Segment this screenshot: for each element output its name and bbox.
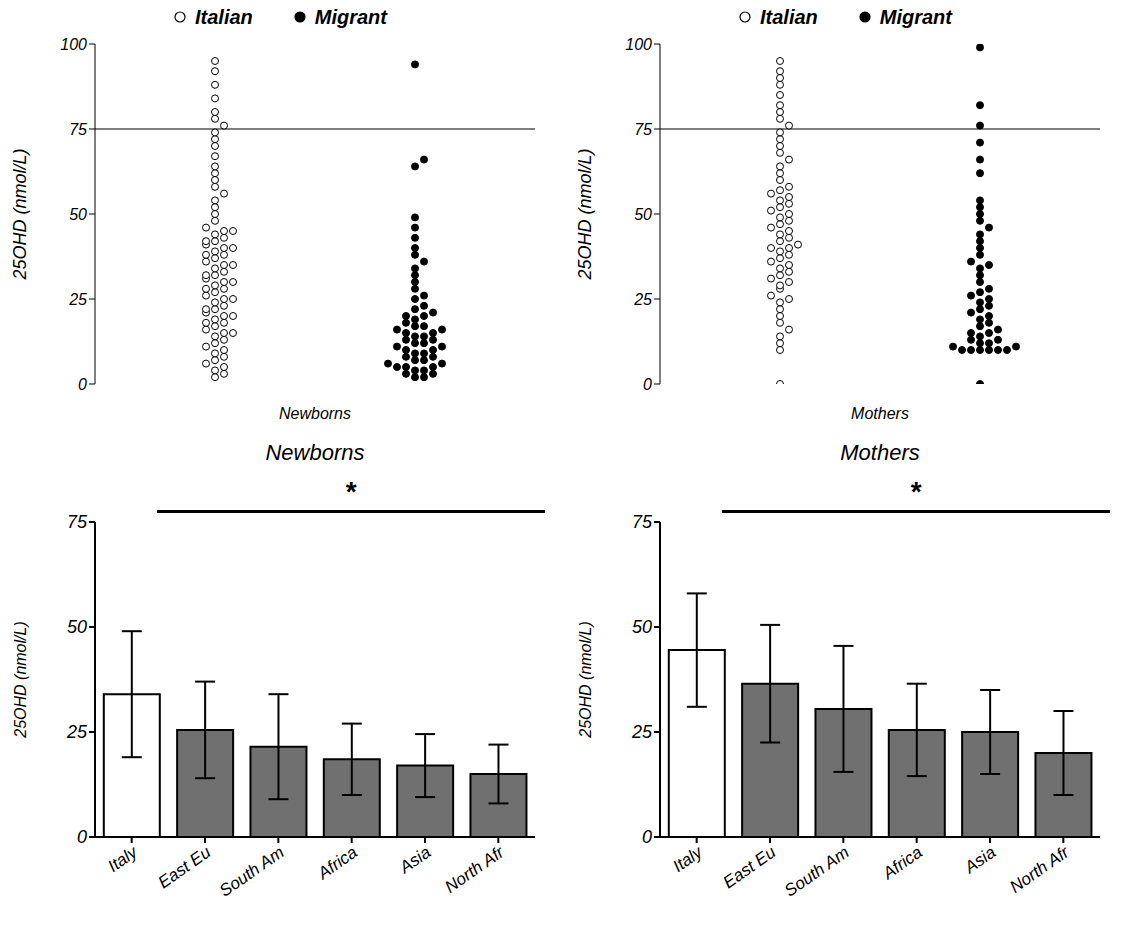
svg-text:50: 50 bbox=[69, 206, 87, 223]
svg-text:50: 50 bbox=[67, 617, 87, 637]
svg-text:25OHD (nmol/L): 25OHD (nmol/L) bbox=[577, 621, 594, 738]
svg-text:0: 0 bbox=[77, 827, 87, 847]
svg-text:Asia: Asia bbox=[395, 843, 434, 878]
svg-text:25: 25 bbox=[66, 722, 88, 742]
svg-text:North Afr: North Afr bbox=[1006, 842, 1073, 897]
html-text:Migrant: Migrant bbox=[879, 5, 952, 28]
svg-text:25OHD (nmol/L): 25OHD (nmol/L) bbox=[575, 148, 595, 280]
svg-text:Africa: Africa bbox=[314, 843, 361, 884]
html-text:Italian: Italian bbox=[760, 5, 818, 28]
svg-text:75: 75 bbox=[632, 512, 653, 532]
html-text:Mothers: Mothers bbox=[840, 440, 920, 465]
svg-text:25OHD (nmol/L): 25OHD (nmol/L) bbox=[10, 148, 30, 280]
svg-text:South Am: South Am bbox=[216, 843, 288, 901]
svg-text:25: 25 bbox=[68, 291, 87, 308]
svg-text:100: 100 bbox=[625, 36, 652, 53]
html-text:Italian: Italian bbox=[195, 5, 253, 28]
svg-text:0: 0 bbox=[642, 827, 652, 847]
svg-text:75: 75 bbox=[634, 121, 652, 138]
svg-text:Italy: Italy bbox=[669, 842, 707, 876]
svg-text:Newborns: Newborns bbox=[279, 405, 351, 422]
html-text:Newborns: Newborns bbox=[265, 440, 365, 465]
svg-text:25: 25 bbox=[633, 291, 652, 308]
svg-text:0: 0 bbox=[78, 376, 87, 393]
svg-text:Italy: Italy bbox=[104, 842, 142, 876]
svg-text:50: 50 bbox=[634, 206, 652, 223]
svg-text:100: 100 bbox=[60, 36, 87, 53]
svg-text:0: 0 bbox=[643, 376, 652, 393]
svg-text:Africa: Africa bbox=[879, 843, 926, 884]
svg-text:25: 25 bbox=[631, 722, 653, 742]
svg-text:East Eu: East Eu bbox=[155, 842, 215, 892]
svg-text:South Am: South Am bbox=[781, 843, 853, 901]
svg-text:25OHD (nmol/L): 25OHD (nmol/L) bbox=[12, 621, 29, 738]
svg-text:Mothers: Mothers bbox=[851, 405, 909, 422]
svg-text:Asia: Asia bbox=[960, 843, 999, 878]
svg-text:75: 75 bbox=[69, 121, 87, 138]
svg-text:75: 75 bbox=[67, 512, 88, 532]
svg-text:East Eu: East Eu bbox=[720, 842, 780, 892]
html-text:Migrant: Migrant bbox=[314, 5, 387, 28]
svg-text:50: 50 bbox=[632, 617, 652, 637]
svg-text:North Afr: North Afr bbox=[441, 842, 508, 897]
